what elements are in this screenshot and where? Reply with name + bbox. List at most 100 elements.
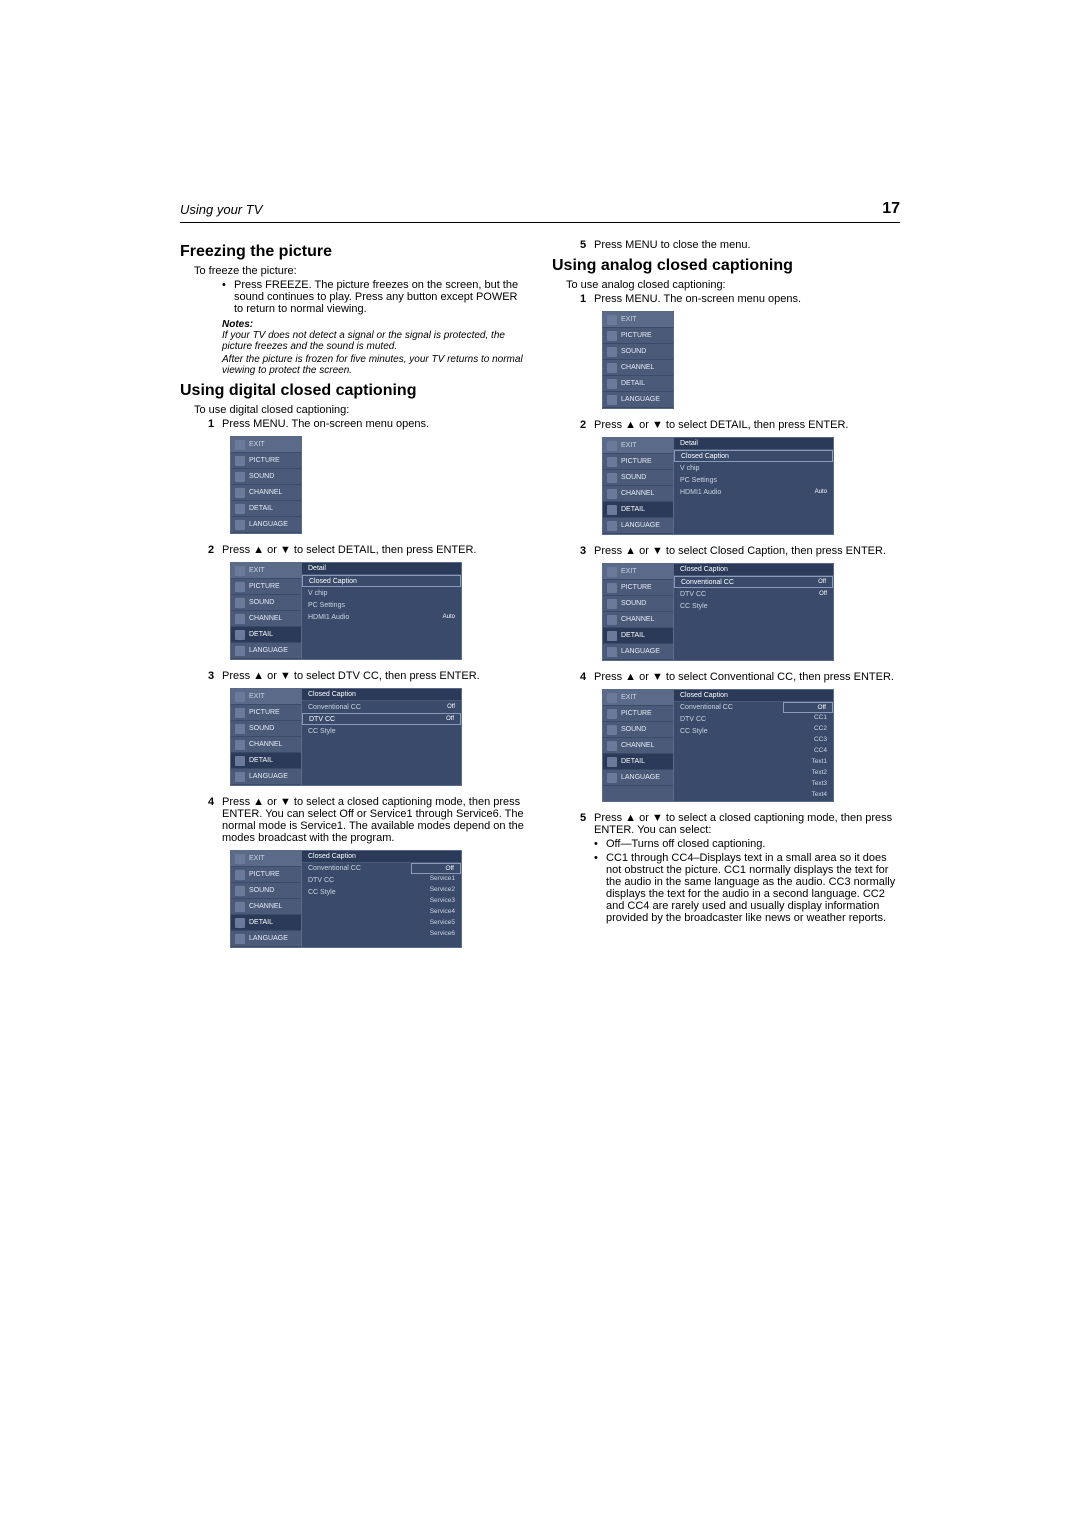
panel-label: Conventional CC bbox=[308, 863, 411, 875]
panel-label: DTV CC bbox=[680, 714, 783, 726]
panel-row: PC Settings bbox=[302, 599, 461, 611]
sound-icon bbox=[235, 886, 245, 896]
exit-icon bbox=[607, 441, 617, 451]
step-a2: 2 Press ▲ or ▼ to select DETAIL, then pr… bbox=[580, 419, 900, 431]
panel-row: Closed Caption bbox=[302, 575, 461, 587]
step-d3: 3 Press ▲ or ▼ to select DTV CC, then pr… bbox=[208, 670, 528, 682]
panel-row: HDMI1 AudioAuto bbox=[674, 486, 833, 498]
menu-item-language: LANGUAGE bbox=[231, 643, 301, 659]
bullet-off: • Off—Turns off closed captioning. bbox=[594, 838, 900, 850]
menu-item-picture: PICTURE bbox=[231, 705, 301, 721]
language-icon bbox=[607, 773, 617, 783]
picture-icon bbox=[607, 583, 617, 593]
menu-screenshot-1: EXITPICTURESOUNDCHANNELDETAILLANGUAGE bbox=[230, 436, 528, 534]
menu-screenshot-4: EXITPICTURESOUNDCHANNELDETAILLANGUAGE Cl… bbox=[230, 850, 528, 948]
menu-item-language: LANGUAGE bbox=[231, 931, 301, 947]
menu-item-detail: DETAIL bbox=[603, 628, 673, 644]
menu-item-picture: PICTURE bbox=[603, 328, 673, 344]
menu-item-exit: EXIT bbox=[231, 851, 301, 867]
subhead-digital: To use digital closed captioning: bbox=[194, 404, 528, 416]
menu-item-exit: EXIT bbox=[231, 563, 301, 579]
sound-icon bbox=[235, 724, 245, 734]
exit-icon bbox=[235, 566, 245, 576]
picture-icon bbox=[607, 331, 617, 341]
menu-item-detail: DETAIL bbox=[603, 376, 673, 392]
option-service4: Service4 bbox=[411, 907, 461, 918]
menu-item-channel: CHANNEL bbox=[603, 360, 673, 376]
panel-label: CC Style bbox=[308, 887, 411, 899]
menu-item-picture: PICTURE bbox=[231, 867, 301, 883]
detail-icon bbox=[607, 505, 617, 515]
menu-item-exit: EXIT bbox=[603, 312, 673, 328]
option-text1: Text1 bbox=[783, 757, 833, 768]
panel-row: Conventional CCOff bbox=[674, 576, 833, 588]
menu-item-exit: EXIT bbox=[231, 689, 301, 705]
exit-icon bbox=[607, 315, 617, 325]
menu-item-sound: SOUND bbox=[231, 883, 301, 899]
menu-item-channel: CHANNEL bbox=[231, 611, 301, 627]
panel-title: Detail bbox=[302, 563, 461, 575]
sound-icon bbox=[607, 599, 617, 609]
menu-item-detail: DETAIL bbox=[231, 915, 301, 931]
exit-icon bbox=[235, 440, 245, 450]
menu-screenshot-a4: EXITPICTURESOUNDCHANNELDETAILLANGUAGE Cl… bbox=[602, 689, 900, 802]
option-off: Off bbox=[783, 702, 833, 713]
note-2: After the picture is frozen for five min… bbox=[222, 354, 528, 376]
step-a1: 1 Press MENU. The on-screen menu opens. bbox=[580, 293, 900, 305]
sound-icon bbox=[607, 725, 617, 735]
menu-item-exit: EXIT bbox=[603, 438, 673, 454]
step-a4: 4 Press ▲ or ▼ to select Conventional CC… bbox=[580, 671, 900, 683]
menu-item-language: LANGUAGE bbox=[603, 644, 673, 660]
page-header: Using your TV 17 bbox=[180, 200, 900, 223]
menu-item-detail: DETAIL bbox=[603, 502, 673, 518]
subhead-freeze: To freeze the picture: bbox=[194, 265, 528, 277]
panel-row: V chip bbox=[674, 462, 833, 474]
channel-icon bbox=[607, 741, 617, 751]
panel-row: DTV CCOff bbox=[302, 713, 461, 725]
menu-item-language: LANGUAGE bbox=[603, 770, 673, 786]
sound-icon bbox=[607, 473, 617, 483]
language-icon bbox=[235, 772, 245, 782]
detail-icon bbox=[235, 918, 245, 928]
bullet-freeze: • Press FREEZE. The picture freezes on t… bbox=[222, 279, 528, 315]
option-off: Off bbox=[411, 863, 461, 874]
menu-item-detail: DETAIL bbox=[231, 753, 301, 769]
panel-label: CC Style bbox=[680, 726, 783, 738]
menu-item-channel: CHANNEL bbox=[231, 485, 301, 501]
language-icon bbox=[235, 646, 245, 656]
channel-icon bbox=[607, 615, 617, 625]
option-text4: Text4 bbox=[783, 790, 833, 801]
option-service2: Service2 bbox=[411, 885, 461, 896]
menu-item-exit: EXIT bbox=[231, 437, 301, 453]
panel-label: DTV CC bbox=[308, 875, 411, 887]
panel-row: Conventional CCOff bbox=[302, 701, 461, 713]
option-cc2: CC2 bbox=[783, 724, 833, 735]
menu-item-sound: SOUND bbox=[231, 469, 301, 485]
step-d2: 2 Press ▲ or ▼ to select DETAIL, then pr… bbox=[208, 544, 528, 556]
detail-icon bbox=[607, 631, 617, 641]
option-cc4: CC4 bbox=[783, 746, 833, 757]
menu-item-picture: PICTURE bbox=[603, 454, 673, 470]
language-icon bbox=[235, 520, 245, 530]
exit-icon bbox=[607, 693, 617, 703]
panel-row: Closed Caption bbox=[674, 450, 833, 462]
menu-item-picture: PICTURE bbox=[603, 580, 673, 596]
panel-title: Closed Caption bbox=[674, 690, 833, 702]
step-a5: 5 Press ▲ or ▼ to select a closed captio… bbox=[580, 812, 900, 836]
note-1: If your TV does not detect a signal or t… bbox=[222, 330, 528, 352]
heading-analog-cc: Using analog closed captioning bbox=[552, 257, 900, 275]
left-column: Freezing the picture To freeze the pictu… bbox=[180, 237, 528, 958]
menu-item-detail: DETAIL bbox=[231, 627, 301, 643]
detail-icon bbox=[235, 756, 245, 766]
panel-title: Closed Caption bbox=[302, 851, 461, 863]
menu-item-exit: EXIT bbox=[603, 690, 673, 706]
option-service1: Service1 bbox=[411, 874, 461, 885]
channel-icon bbox=[235, 488, 245, 498]
picture-icon bbox=[235, 582, 245, 592]
menu-item-detail: DETAIL bbox=[603, 754, 673, 770]
step-d1: 1 Press MENU. The on-screen menu opens. bbox=[208, 418, 528, 430]
menu-item-language: LANGUAGE bbox=[603, 518, 673, 534]
picture-icon bbox=[607, 709, 617, 719]
channel-icon bbox=[607, 363, 617, 373]
panel-label: Conventional CC bbox=[680, 702, 783, 714]
